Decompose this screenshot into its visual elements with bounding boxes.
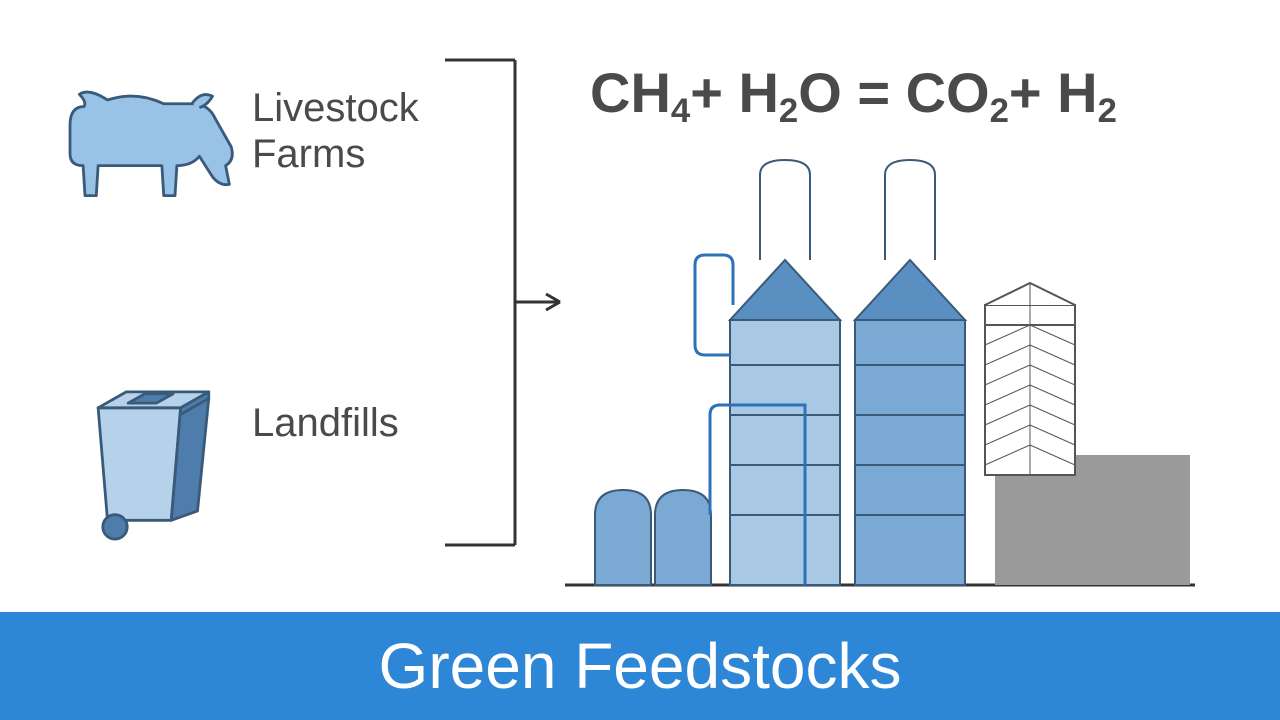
diagram-canvas: Livestock Farms Landfills CH4+ H2O = CO2…: [0, 0, 1280, 720]
industrial-plant-icon: [555, 155, 1205, 595]
livestock-farms-label: Livestock Farms: [252, 85, 419, 177]
label-line: Landfills: [252, 401, 399, 445]
label-line: Farms: [252, 132, 365, 176]
title-banner: Green Feedstocks: [0, 612, 1280, 720]
chemical-equation: CH4+ H2O = CO2+ H2: [590, 60, 1117, 125]
landfills-label: Landfills: [252, 400, 399, 446]
label-line: Livestock: [252, 86, 419, 130]
title-text: Green Feedstocks: [379, 630, 902, 702]
